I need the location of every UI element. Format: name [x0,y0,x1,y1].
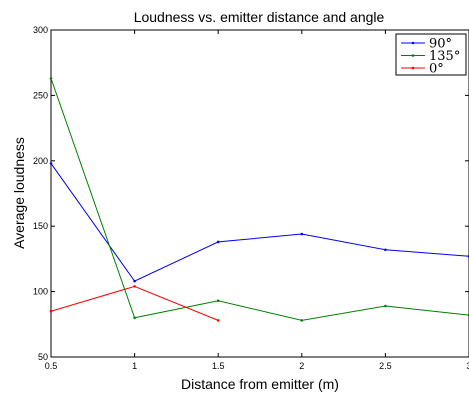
y-axis-label: Average loudness [11,137,27,249]
series-line [50,163,469,282]
x-tick-label: 2 [299,361,304,371]
data-point [216,299,220,303]
legend-label: 90° [429,37,452,52]
y-tick-label: 300 [33,25,48,35]
x-axis-label: Distance from emitter (m) [181,376,339,392]
series-135° [49,77,469,322]
data-point [216,240,220,244]
series-0° [49,285,220,322]
y-tick-label: 200 [33,156,48,166]
x-tick-label: 0.5 [45,361,58,371]
x-tick-label: 1.5 [212,361,225,371]
x-tick-label: 2.5 [379,361,392,371]
data-point [384,304,387,308]
x-tick-label: 1 [132,361,137,371]
x-tick-label: 3 [466,361,469,371]
data-point [384,248,387,252]
plot-area [50,29,469,358]
y-tick-label: 250 [33,90,48,100]
legend-label: 0° [429,62,444,77]
legend-marker [411,54,415,57]
y-tick-label: 50 [38,352,48,362]
legend: 90°135°0° [395,33,467,77]
legend-box [395,33,467,76]
data-point [300,319,304,322]
series-90° [49,162,469,283]
data-point [49,309,53,313]
legend-label: 135° [429,49,460,64]
data-point [300,232,304,236]
data-point [216,319,220,322]
data-point [133,285,136,288]
legend-marker [411,66,415,70]
data-point [133,316,136,320]
data-point [133,279,136,283]
chart-title: Loudness vs. emitter distance and angle [134,9,385,25]
data-point [49,162,53,165]
y-tick-label: 100 [33,287,48,297]
data-point [49,77,53,80]
legend-marker [411,41,415,45]
y-tick-label: 150 [33,221,48,231]
series-line [50,78,469,321]
